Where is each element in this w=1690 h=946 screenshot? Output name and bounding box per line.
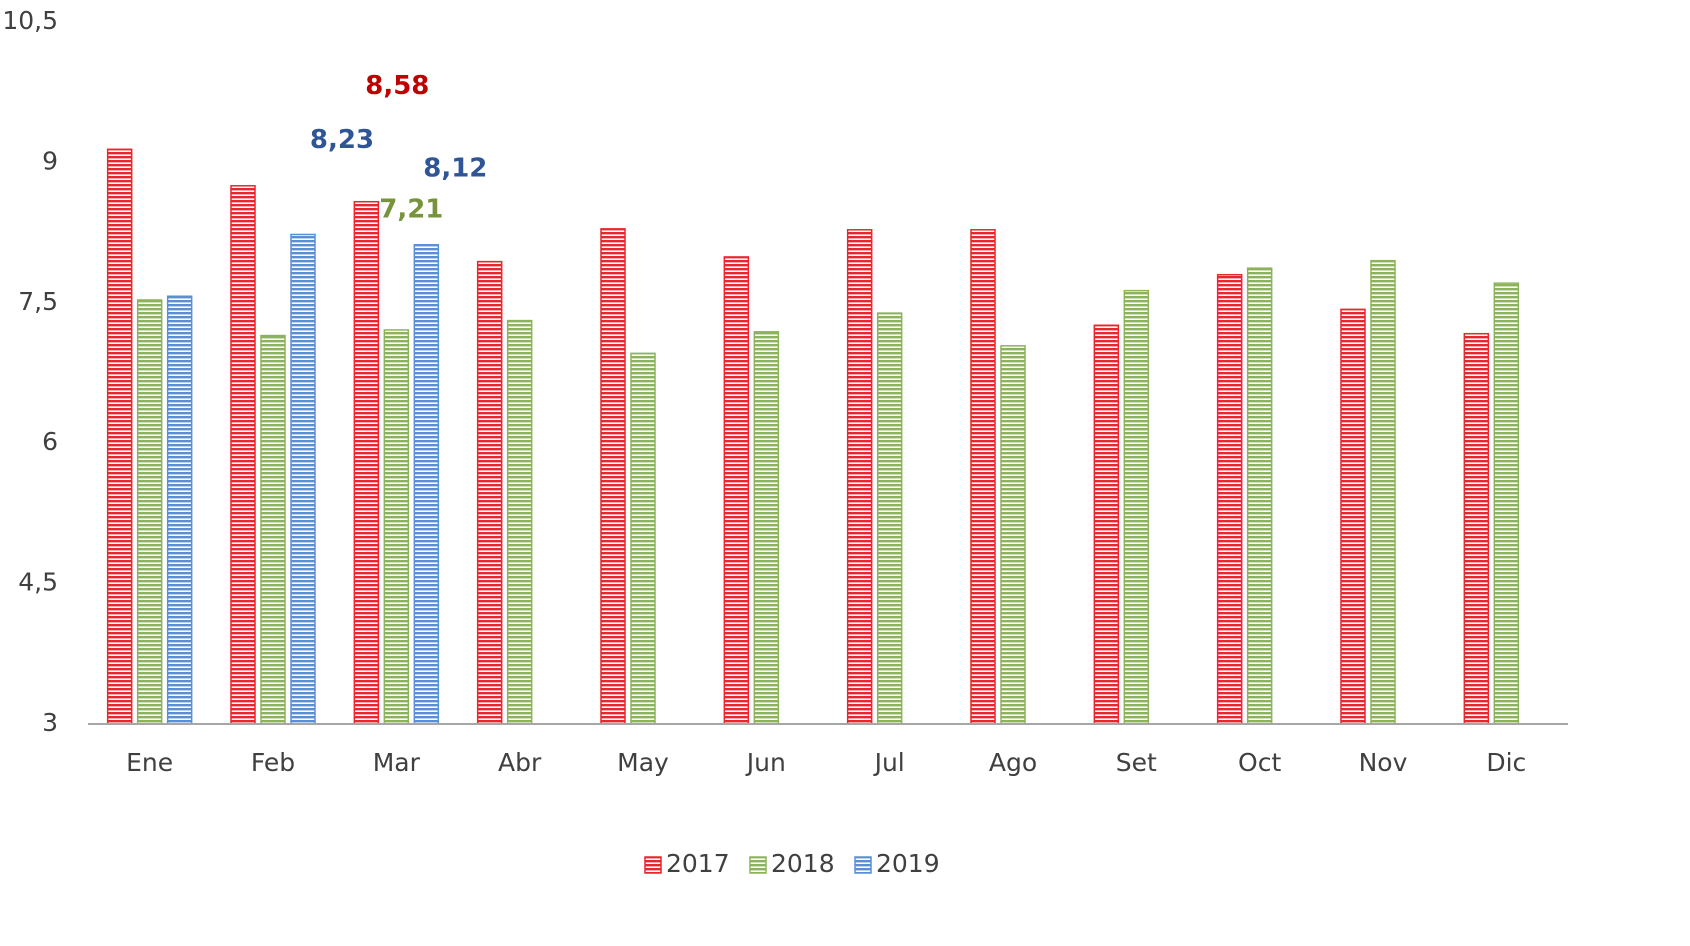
- bar: [506, 319, 533, 725]
- x-tick-label: Ago: [989, 748, 1037, 777]
- x-tick-label: Oct: [1238, 748, 1281, 777]
- data-label: 8,12: [423, 153, 487, 183]
- bar: [846, 229, 873, 725]
- bar: [290, 233, 316, 725]
- legend-swatch: [854, 856, 872, 874]
- bar: [1123, 289, 1150, 725]
- data-label: 7,21: [379, 194, 443, 224]
- y-tick-label: 7,5: [18, 287, 58, 316]
- x-tick-label: May: [617, 748, 669, 777]
- x-tick-label: Abr: [498, 748, 542, 777]
- legend-swatch: [644, 856, 662, 874]
- y-tick-label: 6: [42, 427, 58, 456]
- bar: [876, 312, 903, 725]
- bar: [166, 295, 193, 725]
- y-tick-label: 9: [42, 146, 58, 175]
- x-tick-label: Jun: [745, 748, 786, 777]
- data-label: 8,58: [365, 71, 429, 101]
- legend-swatch: [749, 856, 767, 874]
- bar: [1370, 259, 1396, 725]
- bar: [383, 329, 410, 725]
- bar: [753, 331, 780, 725]
- bar: [353, 200, 380, 725]
- x-tick-label: Ene: [126, 748, 173, 777]
- x-tick-label: Nov: [1359, 748, 1408, 777]
- x-tick-label: Mar: [373, 748, 421, 777]
- x-tick-label: Jul: [873, 748, 905, 777]
- bar: [1463, 332, 1490, 725]
- legend-label: 2019: [876, 849, 940, 878]
- data-label: 8,23: [310, 125, 374, 155]
- bar: [136, 299, 163, 725]
- bar: [230, 185, 256, 725]
- y-tick-label: 10,5: [2, 6, 58, 35]
- bar: [260, 334, 286, 725]
- x-tick-label: Feb: [251, 748, 295, 777]
- bar: [1340, 308, 1366, 725]
- bar: [630, 352, 656, 725]
- bar: [970, 229, 996, 725]
- x-tick-label: Dic: [1486, 748, 1526, 777]
- y-tick-label: 3: [42, 708, 58, 737]
- bar: [723, 256, 750, 725]
- bar: [1093, 324, 1120, 725]
- x-tick-label: Set: [1116, 748, 1157, 777]
- bar: [106, 148, 133, 725]
- bar: [600, 228, 626, 725]
- legend-label: 2018: [771, 849, 835, 878]
- y-tick-label: 4,5: [18, 568, 58, 597]
- bar: [1000, 345, 1026, 725]
- bar: [1246, 267, 1273, 725]
- bar: [1216, 273, 1243, 725]
- bar: [476, 260, 503, 725]
- bar: [1493, 282, 1520, 725]
- bar: [413, 244, 440, 725]
- legend-label: 2017: [666, 849, 730, 878]
